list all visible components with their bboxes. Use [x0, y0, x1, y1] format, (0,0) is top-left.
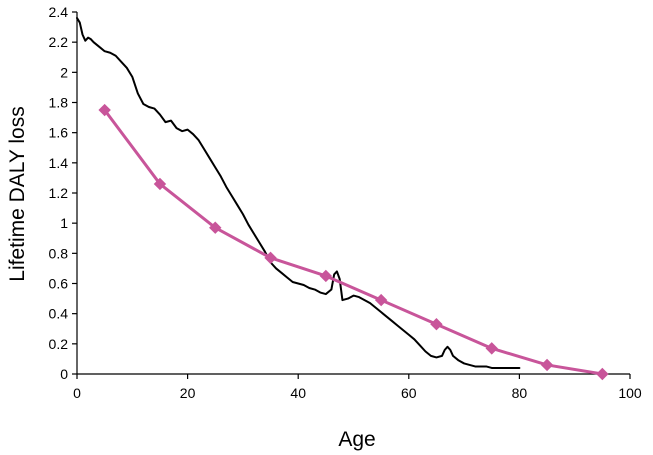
- series-1-line: [76, 17, 521, 369]
- y-tick-label: 0.6: [49, 276, 69, 292]
- data-point-marker: [319, 269, 333, 283]
- y-tick-label: 1.8: [49, 95, 69, 111]
- x-tick-label: 40: [290, 385, 306, 401]
- x-tick-label: 20: [180, 385, 196, 401]
- y-tick-label: 1.6: [49, 125, 69, 141]
- y-tick-label: 0: [60, 366, 68, 382]
- data-point-marker: [153, 177, 167, 191]
- y-axis-title: Lifetime DALY loss: [6, 106, 29, 281]
- y-tick-label: 0.4: [49, 306, 69, 322]
- x-tick-label: 80: [512, 385, 528, 401]
- series-2-line: [103, 108, 604, 376]
- data-point-marker: [374, 293, 388, 307]
- x-axis-ticks: 0 20 40 60 80 100: [73, 374, 642, 401]
- y-tick-label: 2.2: [49, 34, 69, 50]
- y-tick-label: 0.2: [49, 336, 69, 352]
- x-tick-label: 60: [401, 385, 417, 401]
- x-tick-label: 0: [73, 385, 81, 401]
- y-tick-label: 0.8: [49, 245, 69, 261]
- series-layer: [76, 17, 609, 381]
- series-1: [76, 17, 521, 369]
- data-point-marker: [485, 342, 498, 355]
- y-axis-ticks: 0 0.2 0.4 0.6 0.8 1 1.2 1.4 1.6 1.8 2 2.2 2.4: [49, 4, 77, 382]
- x-axis-title: Age: [338, 428, 375, 451]
- y-tick-label: 1: [60, 215, 68, 231]
- axes: [76, 12, 630, 375]
- y-tick-label: 2.4: [49, 4, 69, 20]
- data-point-marker: [430, 318, 443, 331]
- data-point-marker: [209, 221, 222, 234]
- series-2: [98, 103, 609, 381]
- data-point-marker: [596, 367, 609, 381]
- data-point-marker: [264, 251, 277, 265]
- data-point-marker: [540, 358, 554, 372]
- x-tick-label: 100: [618, 385, 642, 401]
- y-tick-label: 2: [60, 64, 68, 80]
- data-point-marker: [98, 103, 111, 117]
- y-tick-label: 1.2: [49, 185, 69, 201]
- y-tick-label: 1.4: [49, 155, 69, 171]
